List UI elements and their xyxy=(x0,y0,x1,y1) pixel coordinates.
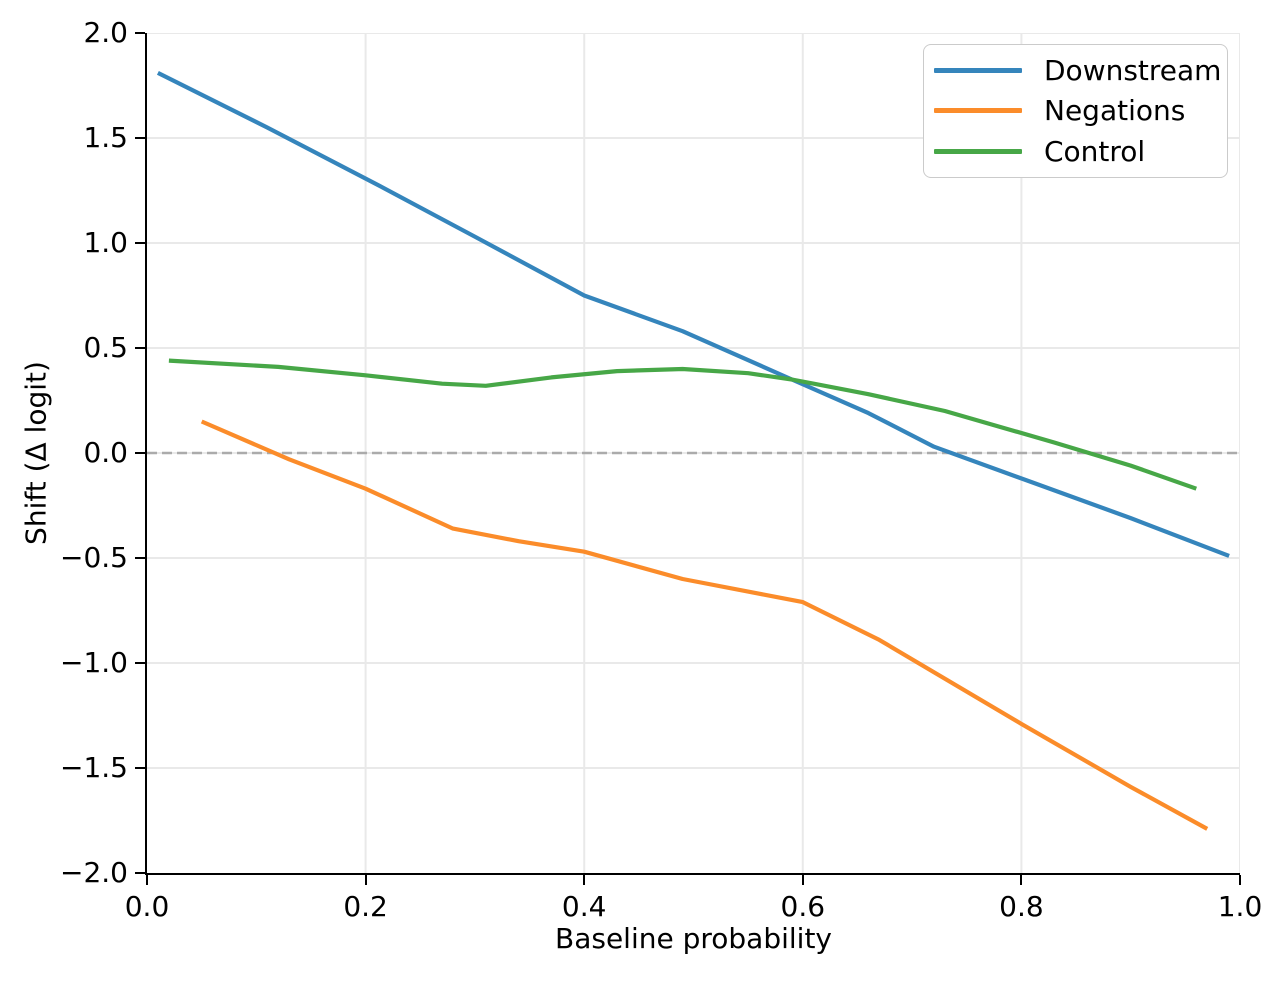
x-tick-label: 0.2 xyxy=(343,890,388,923)
plot-area xyxy=(147,33,1240,873)
x-tick-label: 0.6 xyxy=(780,890,826,923)
x-tick-label: 0.8 xyxy=(999,890,1044,923)
x-tick-mark xyxy=(145,875,149,885)
x-tick-label: 0.4 xyxy=(561,890,607,923)
y-tick-label: −0.5 xyxy=(60,541,128,574)
y-tick-label: −1.5 xyxy=(60,751,128,784)
legend-item-control: Control xyxy=(934,132,1227,172)
y-axis-spine xyxy=(144,33,147,875)
legend-label: Negations xyxy=(1044,94,1186,128)
series-line-control xyxy=(168,358,1197,491)
x-tick-label: 0.0 xyxy=(124,890,170,923)
x-tick-label: 1.0 xyxy=(1217,890,1263,923)
legend-label: Control xyxy=(1044,135,1146,169)
y-tick-label: −1.0 xyxy=(60,646,128,679)
series-line-downstream xyxy=(156,71,1230,558)
legend: Downstream Negations Control xyxy=(923,44,1228,178)
y-tick-mark xyxy=(135,346,145,350)
y-tick-label: −2.0 xyxy=(60,856,128,889)
y-tick-mark xyxy=(135,241,145,245)
legend-item-downstream: Downstream xyxy=(934,50,1227,90)
x-axis-spine xyxy=(144,872,1240,875)
legend-swatch-control xyxy=(934,149,1022,155)
x-axis-label: Baseline probability xyxy=(554,922,832,955)
legend-swatch-downstream xyxy=(934,67,1022,73)
x-tick-mark xyxy=(801,875,804,885)
x-tick-mark xyxy=(583,875,586,885)
y-tick-mark xyxy=(135,556,145,560)
y-tick-label: 0.0 xyxy=(83,436,128,469)
legend-label: Downstream xyxy=(1044,53,1222,87)
x-tick-mark xyxy=(1238,875,1242,885)
y-tick-mark xyxy=(135,766,145,770)
y-tick-label: 2.0 xyxy=(83,16,128,49)
y-tick-mark xyxy=(135,451,145,455)
y-tick-label: 1.5 xyxy=(83,121,128,154)
y-tick-label: 1.0 xyxy=(83,226,128,259)
x-tick-mark xyxy=(364,875,367,885)
y-tick-mark xyxy=(135,31,145,35)
y-tick-mark xyxy=(135,661,145,665)
y-tick-mark xyxy=(135,871,145,875)
y-tick-mark xyxy=(135,136,145,140)
y-tick-label: 0.5 xyxy=(83,331,128,364)
legend-item-negations: Negations xyxy=(934,91,1227,131)
series-line-negations xyxy=(200,419,1209,831)
x-tick-mark xyxy=(1020,875,1023,885)
legend-swatch-negations xyxy=(934,108,1022,114)
y-axis-label: Shift (Δ logit) xyxy=(19,361,53,545)
